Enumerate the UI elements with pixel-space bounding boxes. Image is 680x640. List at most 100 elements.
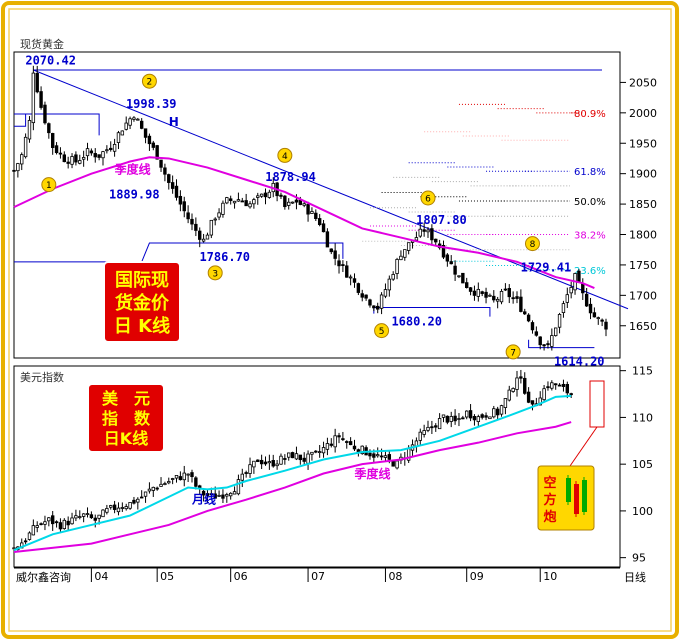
candle-body: [271, 460, 275, 467]
candle-body: [495, 298, 500, 302]
wave-badge: 8: [524, 236, 540, 252]
gold-y-tick-label: 1750: [629, 259, 657, 272]
candle-body: [507, 389, 511, 401]
candle-body: [476, 288, 481, 297]
candle-body: [592, 312, 597, 318]
candle-body: [434, 425, 438, 428]
pattern-candle-body: [582, 480, 587, 512]
candle-body: [256, 195, 260, 198]
candle-body: [120, 507, 125, 509]
candle-body: [596, 317, 600, 320]
candle-body: [584, 293, 589, 307]
candle-body: [205, 234, 210, 240]
pattern-legend-char: 方: [543, 492, 556, 508]
candle-body: [89, 150, 94, 154]
candle-body: [132, 499, 136, 504]
wave-badge-circle: [41, 177, 57, 193]
candle-body: [348, 441, 353, 446]
candle-body: [50, 515, 55, 525]
wave-badge-circle: [420, 190, 436, 206]
gold-info-box-line: 国际现: [115, 270, 169, 291]
candle-body: [565, 384, 570, 394]
candle-body: [368, 299, 372, 306]
candle-body: [488, 416, 492, 420]
candle-body: [267, 191, 272, 198]
candle-body: [588, 303, 593, 314]
wave-badge-circle: [505, 344, 521, 360]
candle-body: [151, 142, 155, 148]
wave-badge: 5: [374, 323, 390, 339]
candle-body: [81, 513, 86, 517]
source-label: 威尔鑫咨询: [16, 570, 71, 584]
usd-info-box-line: 指 数: [102, 409, 151, 428]
candle-body: [201, 238, 206, 242]
candle-body: [12, 547, 16, 550]
usd-y-tick-label: 115: [632, 365, 653, 378]
candle-body: [23, 136, 28, 158]
candle-body: [12, 169, 16, 172]
candle-body: [132, 117, 136, 120]
candle-body: [163, 483, 167, 485]
candle-body: [225, 494, 229, 497]
candle-body: [186, 212, 190, 220]
candle-body: [109, 147, 113, 150]
usd-info-box-line: 美 元: [102, 389, 150, 408]
candle-body: [259, 459, 264, 465]
usd-candles: [12, 369, 573, 551]
candle-body: [194, 223, 198, 231]
candle-body: [190, 218, 194, 225]
candle-body: [310, 451, 314, 455]
candle-body: [534, 331, 539, 336]
candle-body: [422, 430, 426, 435]
candle-body: [325, 231, 330, 248]
candle-body: [198, 230, 202, 240]
candle-body: [174, 185, 179, 198]
candle-body: [93, 517, 97, 521]
wave-badge-circle: [524, 236, 540, 252]
candle-body: [461, 272, 465, 284]
candle-body: [256, 459, 260, 463]
candle-body: [457, 275, 461, 278]
candle-body: [190, 472, 194, 478]
candle-body: [530, 400, 535, 405]
candle-body: [364, 294, 368, 299]
candle-body: [372, 453, 376, 458]
wave-badge-number: 5: [379, 327, 385, 337]
candle-body: [74, 154, 78, 163]
candle-body: [480, 414, 484, 418]
wave-badge: 1: [41, 177, 57, 193]
candle-body: [298, 199, 303, 205]
candle-body: [39, 523, 43, 526]
candle-body: [228, 492, 233, 497]
x-tick-label: 06: [234, 570, 248, 583]
candle-body: [414, 237, 419, 241]
candle-body: [468, 287, 473, 292]
x-tick-label: 05: [160, 570, 174, 583]
fib-bands: [362, 103, 583, 271]
candle-body: [503, 398, 508, 408]
candle-body: [604, 321, 608, 330]
candle-body: [101, 509, 105, 518]
candle-body: [492, 408, 496, 418]
candle-body: [546, 386, 550, 389]
candle-body: [62, 154, 67, 163]
candle-body: [561, 303, 566, 314]
candle-body: [395, 460, 399, 469]
candle-body: [263, 461, 268, 465]
usd-panel-title: 美元指数: [20, 370, 64, 384]
candle-body: [167, 481, 171, 484]
candle-body: [519, 376, 523, 379]
candle-body: [546, 343, 550, 346]
gold-y-tick-label: 1650: [629, 320, 657, 333]
candle-body: [352, 278, 357, 283]
wave-badge-number: 7: [510, 348, 516, 358]
candle-body: [259, 193, 264, 197]
candle-body: [27, 120, 32, 140]
candle-body: [468, 410, 473, 419]
candle-body: [283, 195, 287, 208]
candle-body: [35, 525, 39, 528]
candle-body: [507, 288, 511, 298]
candle-body: [155, 145, 159, 160]
candle-body: [66, 520, 70, 526]
